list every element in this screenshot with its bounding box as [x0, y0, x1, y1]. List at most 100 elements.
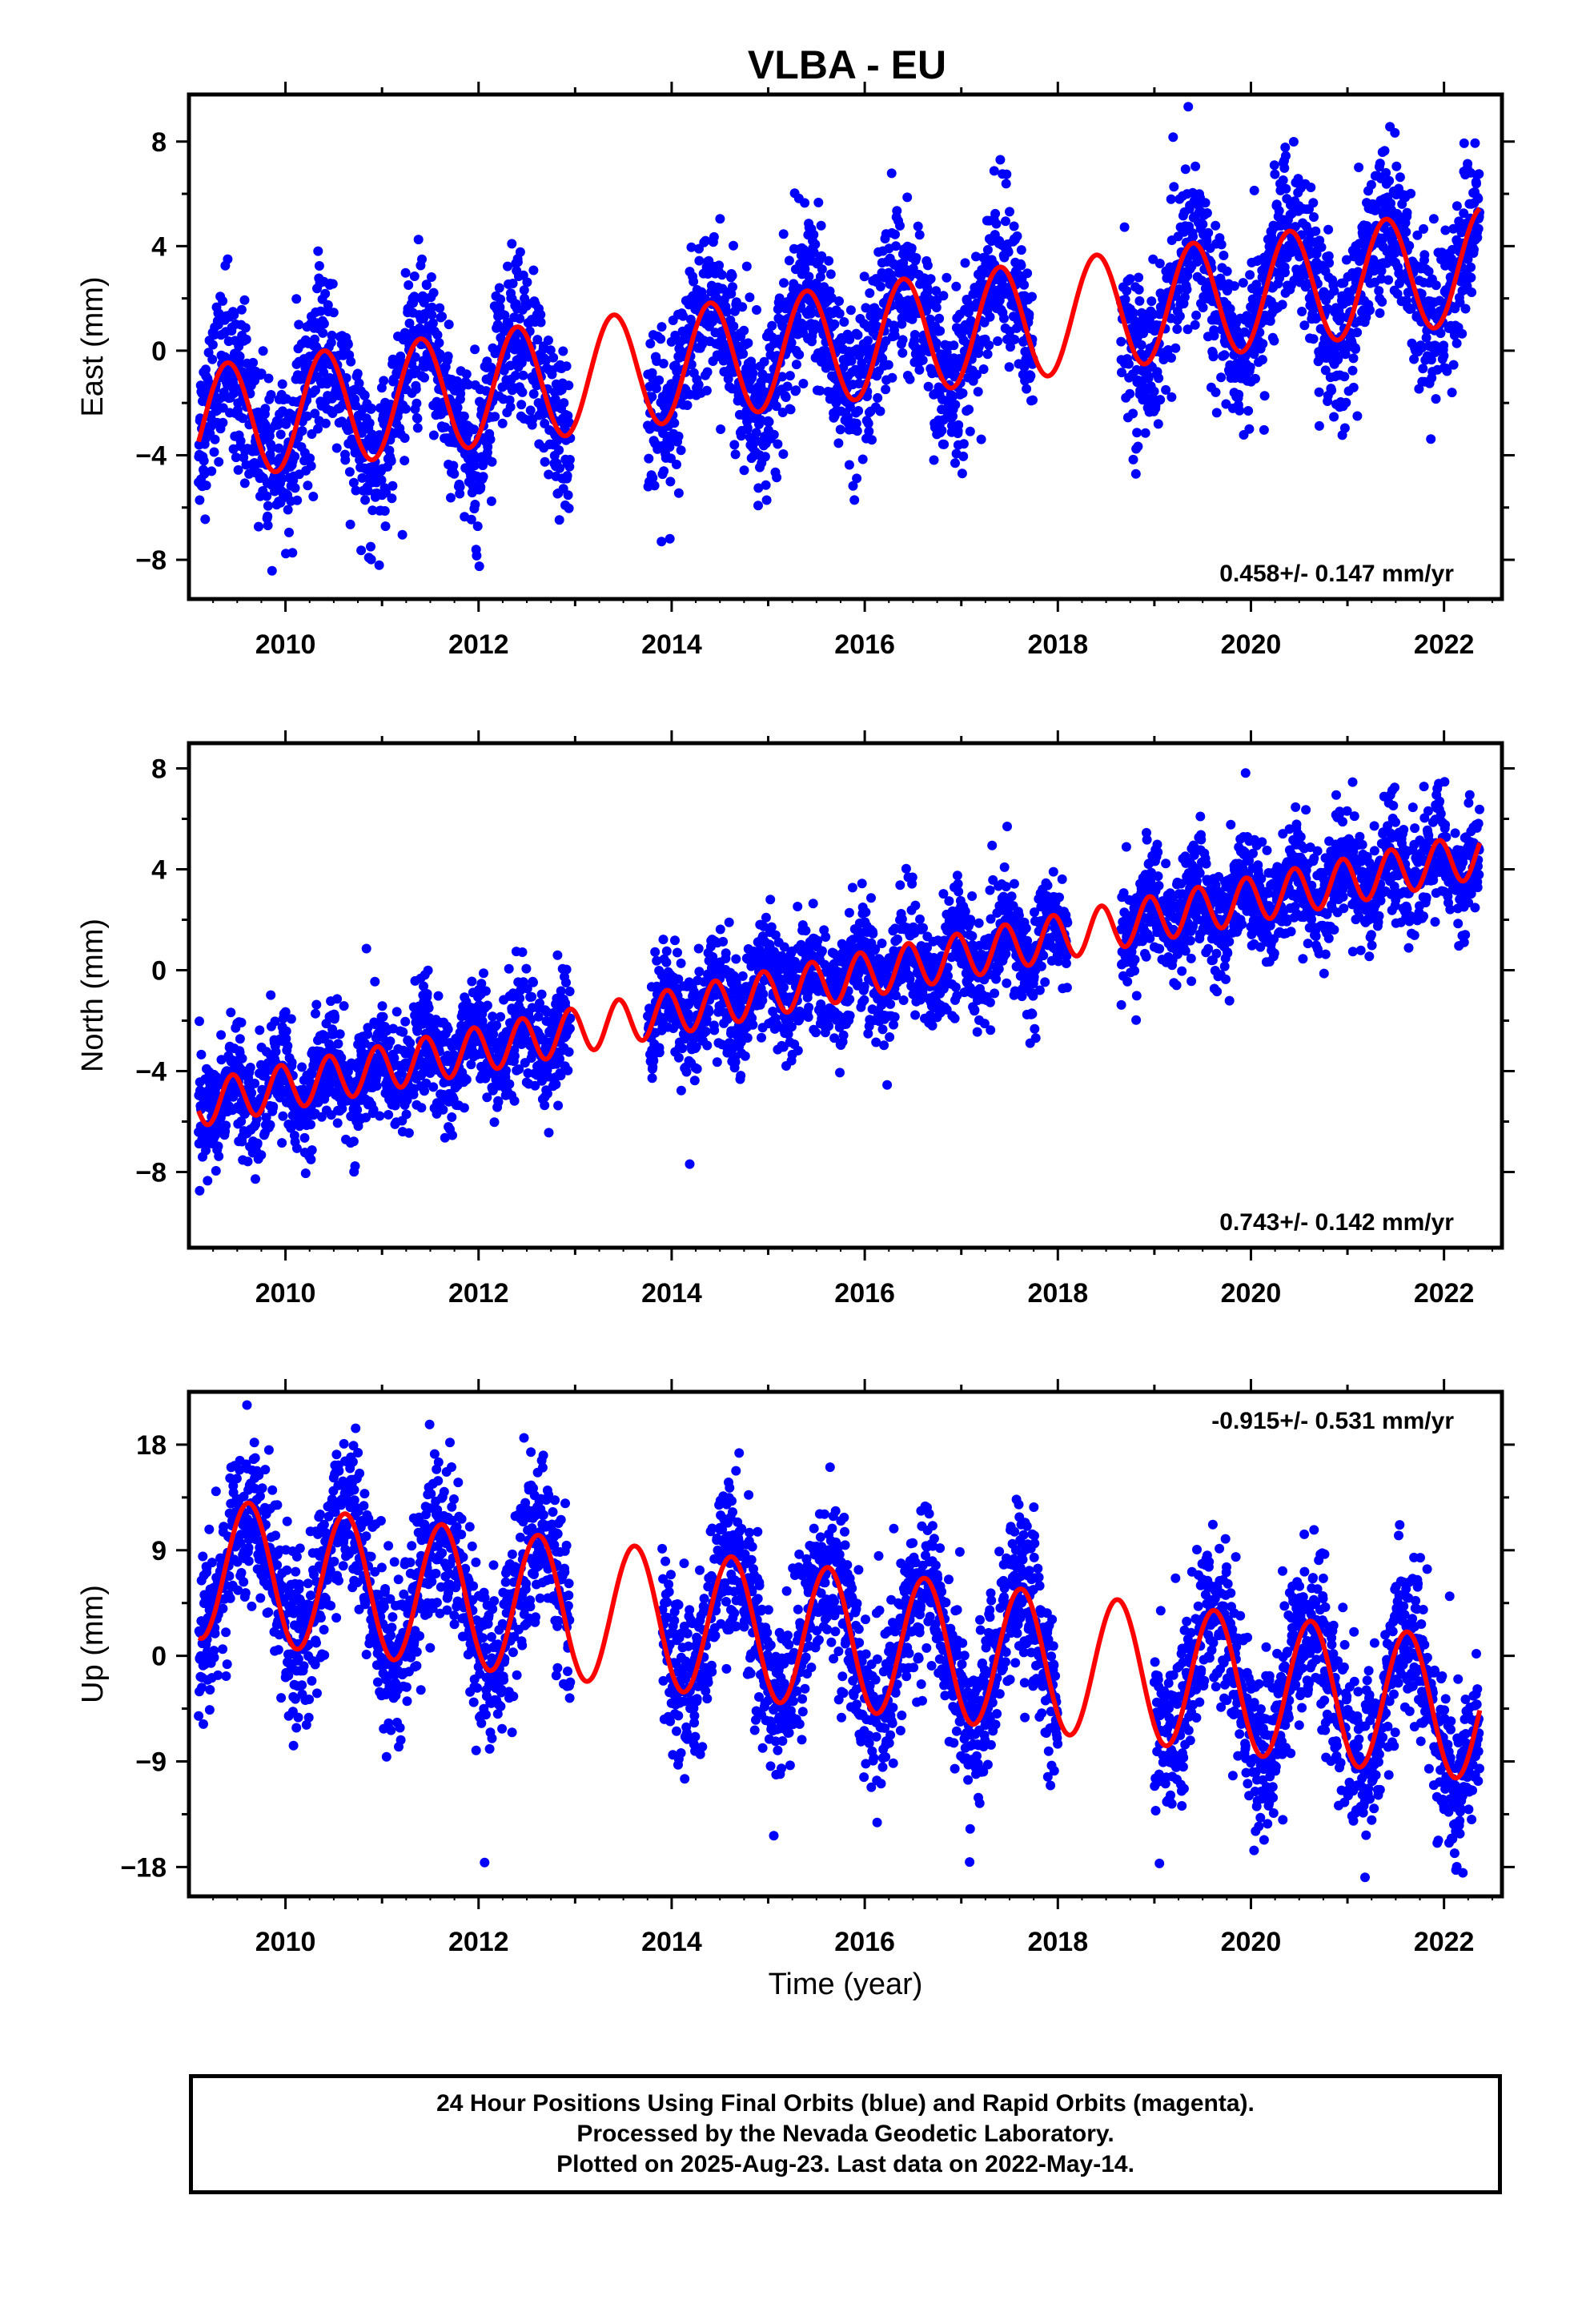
data-point: [416, 1103, 427, 1113]
data-point: [686, 360, 697, 370]
data-point: [923, 381, 934, 392]
data-point: [268, 1101, 279, 1112]
data-point: [976, 434, 986, 444]
data-point: [446, 493, 456, 503]
data-point: [1288, 137, 1299, 147]
data-point: [1439, 340, 1449, 351]
data-point: [536, 989, 547, 999]
data-point: [277, 379, 287, 389]
data-point: [935, 326, 946, 336]
data-point: [328, 308, 339, 318]
data-point: [867, 435, 877, 445]
data-point: [1211, 220, 1221, 231]
data-point: [320, 418, 331, 428]
data-point: [1001, 179, 1011, 189]
data-point: [448, 1130, 457, 1140]
series-positions-north: [194, 768, 1484, 1196]
data-point: [1418, 364, 1428, 374]
data-point: [300, 1168, 311, 1179]
data-point: [1211, 387, 1221, 397]
data-point: [1306, 183, 1316, 192]
data-point: [800, 198, 810, 208]
data-point: [311, 1008, 320, 1019]
data-point: [905, 374, 915, 384]
data-point: [236, 1017, 247, 1027]
data-point: [366, 541, 375, 552]
data-point: [729, 440, 740, 450]
data-point: [1467, 287, 1477, 297]
data-point: [505, 402, 516, 412]
data-point: [978, 364, 989, 374]
data-point: [1174, 311, 1185, 321]
data-point: [1128, 408, 1138, 419]
data-point: [386, 456, 396, 466]
data-point: [1216, 239, 1227, 250]
data-point: [516, 358, 527, 368]
data-point: [221, 1120, 231, 1131]
data-point: [1168, 132, 1178, 143]
data-point: [469, 460, 480, 471]
data-point: [254, 521, 263, 532]
data-point: [1219, 251, 1229, 260]
data-point: [1352, 328, 1363, 338]
y-tick-label: −8: [135, 545, 167, 576]
data-point: [283, 1041, 293, 1051]
data-point: [474, 561, 484, 572]
data-point: [308, 492, 319, 501]
data-point: [455, 489, 465, 499]
data-point: [816, 220, 826, 231]
data-point: [203, 1176, 213, 1186]
data-point: [233, 464, 243, 475]
data-point: [540, 1100, 550, 1111]
data-point: [1354, 163, 1364, 172]
data-point: [207, 354, 218, 364]
data-point: [791, 360, 801, 370]
data-point: [210, 434, 220, 444]
data-point: [313, 246, 323, 256]
data-point: [958, 451, 969, 461]
data-point: [1280, 143, 1291, 152]
data-point: [1348, 382, 1359, 392]
data-point: [809, 230, 819, 239]
y-tick-label: 8: [151, 127, 167, 158]
data-point: [400, 433, 410, 443]
data-point: [241, 334, 251, 344]
data-point: [1277, 300, 1287, 310]
data-point: [786, 338, 797, 348]
data-point: [235, 436, 246, 446]
data-point: [223, 254, 233, 264]
data-point: [504, 1079, 515, 1089]
data-point: [267, 565, 277, 576]
data-point: [213, 1141, 223, 1152]
data-point: [1339, 372, 1350, 382]
data-point: [333, 1039, 343, 1049]
data-point: [290, 483, 300, 493]
data-point: [564, 461, 575, 472]
data-point: [1259, 424, 1269, 435]
data-point: [490, 412, 500, 422]
data-point: [1281, 151, 1291, 161]
data-point: [781, 392, 791, 402]
data-point: [361, 943, 371, 954]
data-point: [1009, 221, 1019, 231]
data-point: [449, 468, 460, 479]
data-point: [1460, 304, 1471, 314]
data-point: [906, 243, 917, 253]
data-point: [467, 976, 477, 987]
x-tick-label: 2020: [1221, 629, 1282, 660]
data-point: [366, 554, 376, 565]
data-point: [339, 1001, 349, 1011]
data-point: [287, 548, 298, 558]
data-point: [195, 495, 205, 505]
data-point: [320, 288, 331, 299]
data-point: [400, 456, 410, 466]
data-point: [459, 411, 469, 421]
data-point: [1274, 206, 1284, 216]
data-point: [644, 453, 654, 464]
data-point: [256, 1150, 267, 1160]
data-point: [1452, 338, 1462, 348]
data-point: [1001, 216, 1010, 227]
data-point: [727, 271, 737, 281]
data-point: [767, 320, 777, 331]
